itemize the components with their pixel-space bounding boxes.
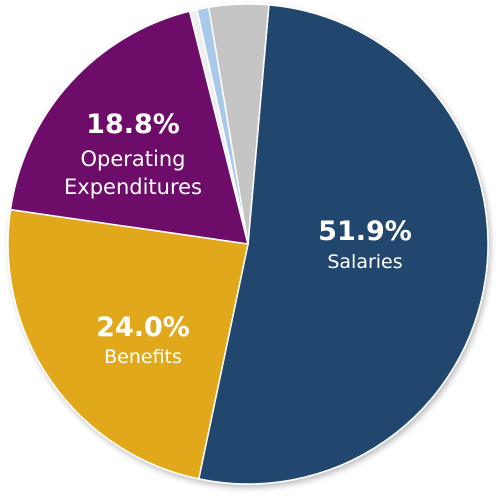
- pie-slice-other-5: [207, 3, 270, 245]
- salaries-label: Salaries: [327, 251, 402, 273]
- salaries-percent: 51.9%: [318, 216, 412, 247]
- operating-percent: 18.8%: [86, 109, 180, 140]
- operating-label-line2: Expenditures: [64, 175, 202, 199]
- pie-slices: [7, 3, 489, 485]
- slice-label-benefits: 24.0% Benefits: [96, 312, 190, 368]
- benefits-percent: 24.0%: [96, 312, 190, 343]
- pie-slice-operating-expenditures: [9, 10, 249, 245]
- pie-slice-salaries: [197, 4, 489, 485]
- operating-label-line1: Operating: [81, 147, 186, 171]
- pie-slice-benefits: [7, 208, 249, 480]
- slice-label-salaries: 51.9% Salaries: [318, 216, 412, 273]
- slice-label-operating: 18.8% Operating Expenditures: [64, 109, 202, 199]
- benefits-label: Benefits: [104, 346, 182, 368]
